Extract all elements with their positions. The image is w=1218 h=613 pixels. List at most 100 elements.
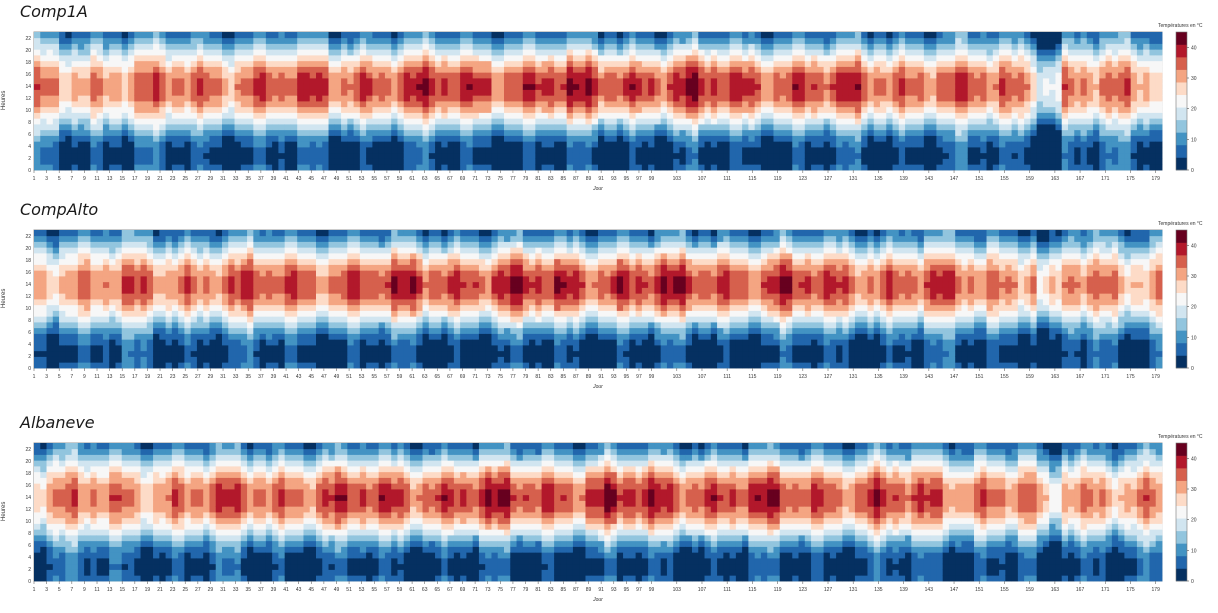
heat-cell xyxy=(1049,49,1056,56)
heat-cell xyxy=(585,152,593,159)
heat-cell xyxy=(836,32,843,39)
heat-cell xyxy=(1042,60,1050,67)
heat-cell xyxy=(560,118,568,125)
heat-cell xyxy=(823,72,831,79)
heat-cell xyxy=(71,253,79,260)
heat-cell xyxy=(328,101,336,108)
heat-cell xyxy=(65,135,72,142)
heat-cell xyxy=(341,43,348,50)
heat-cell xyxy=(34,264,41,271)
heat-cell xyxy=(654,118,662,125)
heat-cell xyxy=(209,164,217,171)
heat-cell xyxy=(547,72,555,79)
heat-cell xyxy=(428,129,436,136)
heat-cell xyxy=(297,43,304,50)
heat-cell xyxy=(848,141,856,148)
heat-cell xyxy=(779,32,787,39)
heat-cell xyxy=(65,299,72,306)
x-tick-label: 1 xyxy=(33,176,36,182)
heat-cell xyxy=(1149,152,1157,159)
heat-cell xyxy=(930,135,937,142)
heat-cell xyxy=(1074,135,1081,142)
heat-cell xyxy=(397,55,405,62)
heat-cell xyxy=(986,101,994,108)
heat-cell xyxy=(760,106,768,113)
heat-cell xyxy=(416,37,423,44)
heat-cell xyxy=(134,310,141,317)
heat-cell xyxy=(378,101,386,108)
heat-cell xyxy=(435,78,442,85)
heat-cell xyxy=(240,89,248,96)
heat-cell xyxy=(1074,152,1081,159)
heat-cell xyxy=(159,333,166,340)
heat-cell xyxy=(541,147,549,154)
heat-cell xyxy=(77,264,85,271)
heat-cell xyxy=(798,152,806,159)
heat-cell xyxy=(297,66,304,73)
heat-cell xyxy=(967,72,975,79)
heat-cell xyxy=(109,152,116,159)
heat-cell xyxy=(510,37,517,44)
heat-cell xyxy=(472,89,480,96)
heat-cell xyxy=(378,118,386,125)
heat-cell xyxy=(146,241,154,248)
heat-cell xyxy=(942,78,950,85)
heat-cell xyxy=(886,43,893,50)
heat-cell xyxy=(453,106,461,113)
heat-cell xyxy=(84,241,91,248)
heat-cell xyxy=(923,49,931,56)
heat-cell xyxy=(359,32,367,39)
heat-cell xyxy=(84,141,91,148)
heat-cell xyxy=(478,112,486,119)
heat-cell xyxy=(222,164,229,171)
heat-cell xyxy=(391,95,398,102)
heat-cell xyxy=(654,95,662,102)
heat-cell xyxy=(779,135,787,142)
heat-cell xyxy=(84,55,91,62)
heat-cell xyxy=(792,118,799,125)
heat-cell xyxy=(209,124,217,131)
heat-cell xyxy=(59,78,66,85)
heat-cell xyxy=(1049,147,1056,154)
heat-cell xyxy=(955,112,962,119)
heat-cell xyxy=(930,101,937,108)
heat-cell xyxy=(804,152,812,159)
heat-cell xyxy=(980,37,987,44)
heat-cell xyxy=(504,158,511,165)
heat-cell xyxy=(372,37,380,44)
heat-cell xyxy=(1099,95,1106,102)
heat-cell xyxy=(397,147,405,154)
heat-cell xyxy=(472,32,480,39)
heat-cell xyxy=(153,89,160,96)
heat-cell xyxy=(792,129,799,136)
heat-cell xyxy=(77,72,85,79)
heat-cell xyxy=(666,60,674,67)
heat-cell xyxy=(422,141,430,148)
heat-cell xyxy=(692,158,699,165)
heat-cell xyxy=(497,101,505,108)
heat-cell xyxy=(999,37,1006,44)
heat-cell xyxy=(560,78,568,85)
heat-cell xyxy=(1011,129,1019,136)
heat-cell xyxy=(692,60,699,67)
heat-cell xyxy=(491,147,499,154)
heat-cell xyxy=(1105,141,1113,148)
heat-cell xyxy=(153,258,160,265)
heat-cell xyxy=(992,164,1000,171)
heat-cell xyxy=(96,264,104,271)
heat-cell xyxy=(1155,32,1163,39)
legend-tick-label: 10 xyxy=(1191,137,1197,143)
heat-cell xyxy=(873,89,881,96)
heat-cell xyxy=(999,66,1006,73)
heat-cell xyxy=(1005,129,1012,136)
heat-cell xyxy=(547,141,555,148)
heat-cell xyxy=(1105,66,1113,73)
heat-cell xyxy=(65,270,72,277)
heat-cell xyxy=(203,152,210,159)
heat-cell xyxy=(923,37,931,44)
heat-cell xyxy=(1136,32,1144,39)
heat-cell xyxy=(466,129,474,136)
heat-cell xyxy=(510,95,517,102)
heat-cell xyxy=(134,83,141,90)
heat-cell xyxy=(892,55,900,62)
